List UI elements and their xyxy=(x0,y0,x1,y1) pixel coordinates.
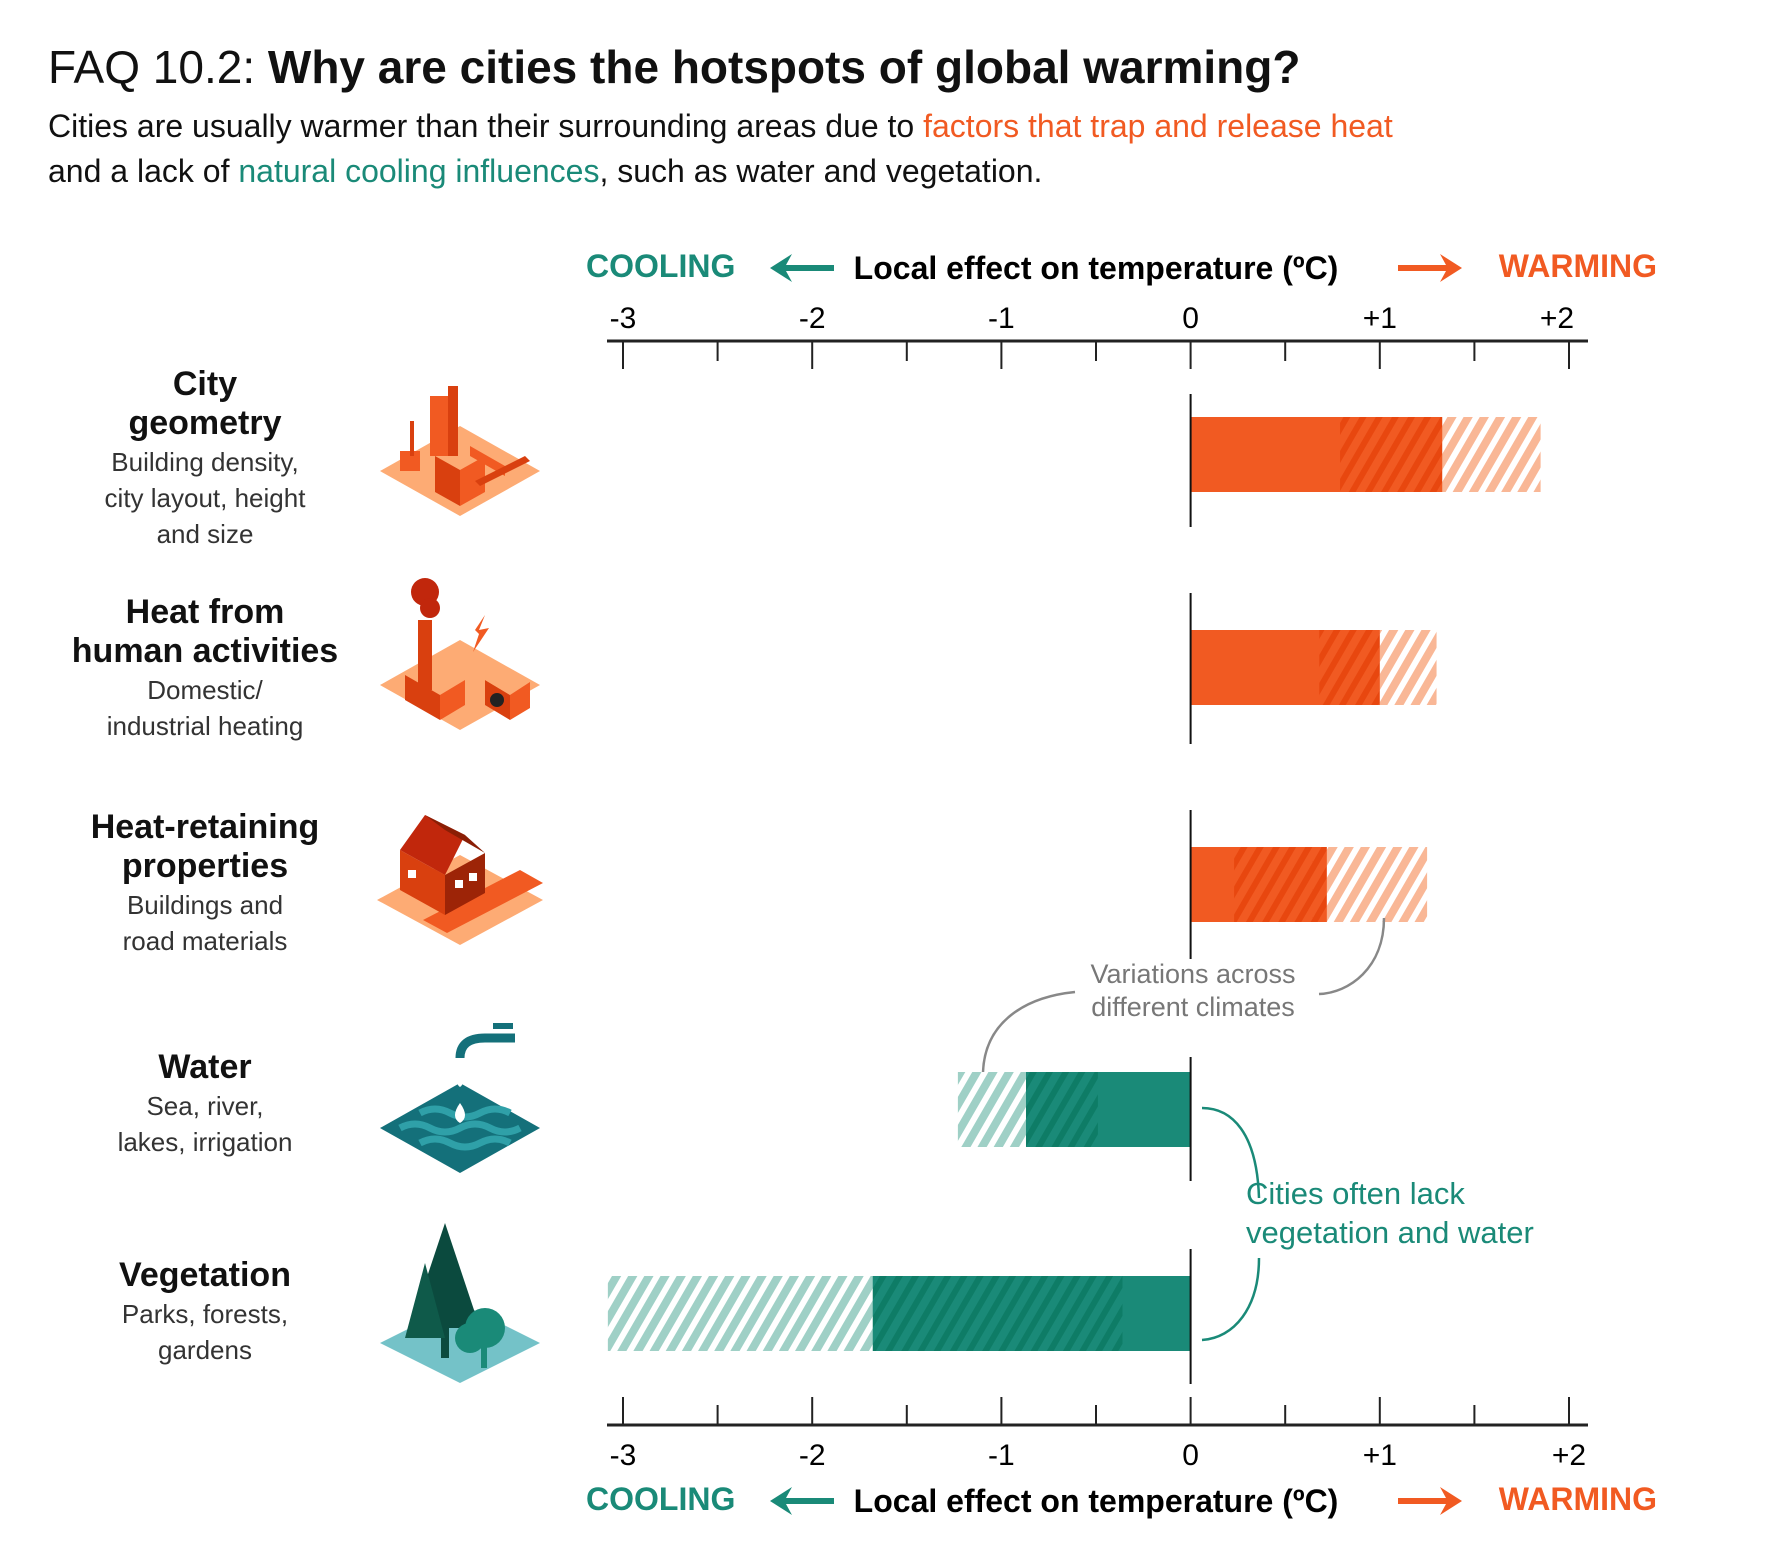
x-tick-label: 0 xyxy=(1182,1439,1199,1472)
x-tick-label: -1 xyxy=(988,302,1015,335)
row-label: Heat-retaining properties Buildings and roa… xyxy=(25,808,385,958)
row-title: Heat from xyxy=(125,593,285,631)
arrow-right-icon xyxy=(1398,254,1462,282)
subtitle-text: and a lack of xyxy=(48,153,239,189)
row-title: City xyxy=(172,365,238,403)
arrow-left-icon xyxy=(770,254,834,282)
bar-dark-hatched xyxy=(1190,417,1443,492)
bar-light-hatched xyxy=(957,1072,1191,1147)
annotation-leader xyxy=(1318,917,1386,996)
row-description: Buildings and xyxy=(126,890,284,920)
factory-chimney-icon xyxy=(380,578,540,730)
row-description: city layout, height xyxy=(104,483,306,513)
x-axis-title: Local effect on temperature (ºC) xyxy=(854,250,1339,286)
bar-solid xyxy=(1190,847,1235,922)
x-tick-label: -3 xyxy=(610,1439,637,1472)
bar-light-hatched xyxy=(1190,630,1437,705)
warming-label: WARMING xyxy=(1499,248,1657,284)
row-title: Vegetation xyxy=(119,1256,291,1294)
row-title: human activities xyxy=(71,632,339,670)
row-description: industrial heating xyxy=(106,711,304,741)
x-tick-label: +1 xyxy=(1363,302,1397,335)
annotation-bracket xyxy=(1201,1257,1261,1342)
annotation-variations: Variations across xyxy=(1090,959,1295,989)
trees-icon xyxy=(380,1223,540,1383)
row-label: City geometry Building density, city layout… xyxy=(25,365,385,551)
x-tick-label: -2 xyxy=(799,1439,826,1472)
row-label: Heat from human activities Domestic/indust… xyxy=(25,593,385,743)
house-road-icon xyxy=(377,815,543,945)
city-buildings-icon xyxy=(380,386,540,516)
bar-solid xyxy=(1122,1276,1191,1351)
bar-dark-hatched xyxy=(1025,1072,1191,1147)
bar-light-hatched xyxy=(607,1276,1191,1351)
row-title: Water xyxy=(158,1048,252,1086)
bar-dark-hatched xyxy=(872,1276,1191,1351)
row-description: Sea, river, xyxy=(146,1091,264,1121)
warming-label: WARMING xyxy=(1499,1481,1657,1517)
x-axis-title: Local effect on temperature (ºC) xyxy=(854,1483,1339,1519)
x-tick-label: +2 xyxy=(1540,302,1574,335)
x-tick-label: -3 xyxy=(610,302,637,335)
row-title: Heat-retaining xyxy=(90,808,320,846)
arrow-right-icon xyxy=(1398,1487,1462,1515)
subtitle-cooling-text: natural cooling influences xyxy=(238,153,600,189)
subtitle-warming-text: factors that trap and release heat xyxy=(923,108,1393,144)
bar-light-hatched xyxy=(1190,417,1541,492)
row-title: properties xyxy=(121,847,289,885)
row-description: and size xyxy=(156,519,254,549)
annotation-bracket xyxy=(1201,1106,1261,1199)
row-description: Building density, xyxy=(111,447,299,477)
annotation-leader xyxy=(981,990,1076,1073)
bar-dark-hatched xyxy=(1190,630,1380,705)
x-tick-label: +1 xyxy=(1363,1439,1397,1472)
title-prefix: FAQ 10.2: xyxy=(48,41,268,93)
arrow-left-icon xyxy=(770,1487,834,1515)
annotation-lack: vegetation and water xyxy=(1246,1215,1534,1250)
row-description: road materials xyxy=(122,926,288,956)
bar-dark-hatched xyxy=(1190,847,1327,922)
row-description: Parks, forests, xyxy=(121,1299,289,1329)
x-tick-label: 0 xyxy=(1182,302,1199,335)
water-tap-icon xyxy=(380,1023,540,1173)
x-tick-label: -2 xyxy=(799,302,826,335)
subtitle: Cities are usually warmer than their sur… xyxy=(48,104,1393,194)
bar-light-hatched xyxy=(1190,847,1428,922)
title-main: Why are cities the hotspots of global wa… xyxy=(267,41,1301,93)
x-tick-label: +2 xyxy=(1552,1439,1586,1472)
bar-solid xyxy=(1097,1072,1191,1147)
row-label: Vegetation Parks, forests, gardens xyxy=(25,1256,385,1367)
bar-solid xyxy=(1190,630,1320,705)
subtitle-text: , such as water and vegetation. xyxy=(599,153,1043,189)
cooling-label: COOLING xyxy=(586,248,735,284)
page-title: FAQ 10.2: Why are cities the hotspots of… xyxy=(48,40,1300,94)
row-label: Water Sea, river, lakes, irrigation xyxy=(25,1048,385,1159)
row-title: geometry xyxy=(128,404,282,442)
bar-solid xyxy=(1190,417,1341,492)
row-description: gardens xyxy=(158,1335,252,1365)
row-description: Domestic/ xyxy=(147,675,263,705)
x-tick-label: -1 xyxy=(988,1439,1015,1472)
annotation-lack: Cities often lack xyxy=(1246,1176,1465,1211)
cooling-label: COOLING xyxy=(586,1481,735,1517)
subtitle-text: Cities are usually warmer than their sur… xyxy=(48,108,924,144)
annotation-variations: different climates xyxy=(1091,992,1295,1022)
row-description: lakes, irrigation xyxy=(117,1127,293,1157)
